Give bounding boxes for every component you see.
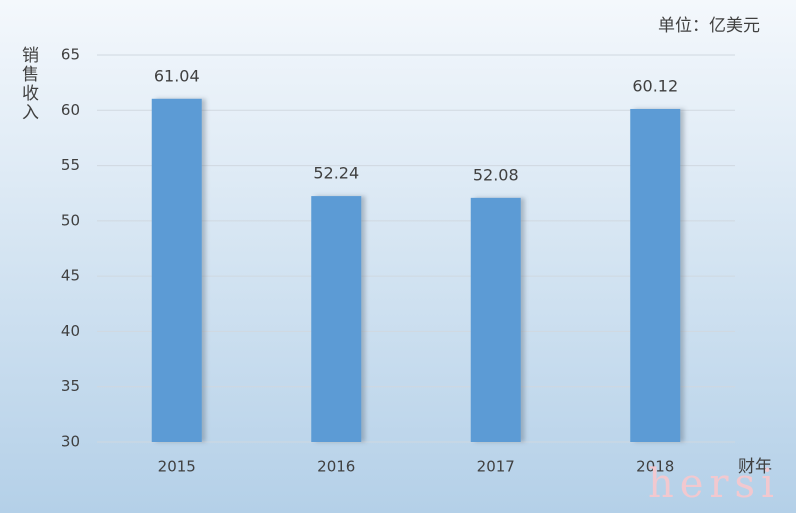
y-tick-label: 30 [61, 433, 80, 451]
y-tick-label: 45 [61, 267, 80, 285]
x-tick-label: 2017 [477, 458, 515, 476]
y-tick-label: 50 [61, 211, 80, 229]
bar [470, 197, 521, 442]
y-tick-label: 35 [61, 377, 80, 395]
bar [630, 108, 681, 442]
x-axis-label: 财年 [738, 457, 772, 477]
data-label: 52.24 [313, 164, 359, 183]
bar [311, 196, 362, 442]
x-tick-label: 2015 [158, 458, 196, 476]
y-tick-label: 65 [61, 46, 80, 64]
y-axis-label: 销售收入 [18, 46, 39, 122]
data-label: 60.12 [632, 76, 678, 95]
y-tick-label: 60 [61, 101, 80, 119]
data-label: 52.08 [473, 165, 519, 184]
y-tick-label: 40 [61, 322, 80, 340]
data-label: 61.04 [154, 66, 200, 85]
x-tick-label: 2016 [317, 458, 355, 476]
bar [151, 98, 202, 442]
y-tick-label: 55 [61, 156, 80, 174]
unit-label: 单位：亿美元 [658, 16, 760, 36]
watermark: hersi [648, 461, 780, 507]
x-tick-label: 2018 [636, 458, 674, 476]
